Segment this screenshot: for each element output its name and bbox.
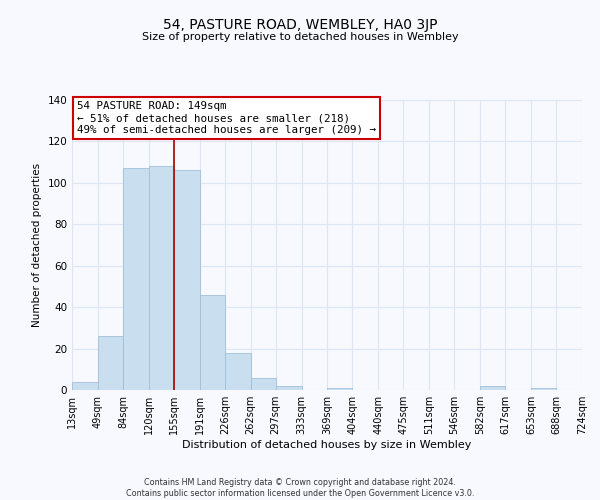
Text: 54 PASTURE ROAD: 149sqm
← 51% of detached houses are smaller (218)
49% of semi-d: 54 PASTURE ROAD: 149sqm ← 51% of detache… (77, 102, 376, 134)
Bar (276, 386, 302, 390)
Bar (531, 388, 556, 390)
Text: Size of property relative to detached houses in Wembley: Size of property relative to detached ho… (142, 32, 458, 42)
Bar (480, 386, 505, 390)
X-axis label: Distribution of detached houses by size in Wembley: Distribution of detached houses by size … (182, 440, 472, 450)
Bar (225, 352, 251, 390)
Text: 54, PASTURE ROAD, WEMBLEY, HA0 3JP: 54, PASTURE ROAD, WEMBLEY, HA0 3JP (163, 18, 437, 32)
Bar (149, 166, 174, 390)
Bar (251, 378, 276, 390)
Text: Contains HM Land Registry data © Crown copyright and database right 2024.
Contai: Contains HM Land Registry data © Crown c… (126, 478, 474, 498)
Bar (174, 170, 200, 390)
Bar (72, 382, 98, 390)
Bar (123, 168, 149, 390)
Bar (98, 336, 123, 390)
Bar (200, 294, 225, 390)
Bar (328, 388, 352, 390)
Y-axis label: Number of detached properties: Number of detached properties (32, 163, 42, 327)
